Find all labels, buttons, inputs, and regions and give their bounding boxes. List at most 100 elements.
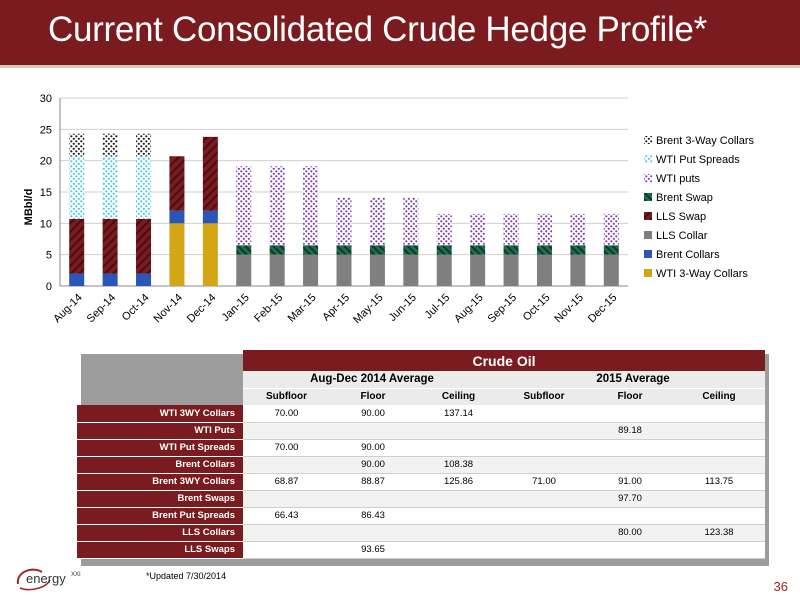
table-cell: 70.00: [243, 439, 330, 457]
x-tick-label: Jan-15: [220, 292, 252, 324]
x-tick-label: Sep-15: [486, 292, 520, 326]
crude-oil-table: Crude Oil Aug-Dec 2014 Average 2015 Aver…: [77, 350, 766, 559]
bar-segment: [236, 166, 252, 246]
x-tick-label: Dec-15: [586, 292, 620, 326]
legend-label: LLS Swap: [656, 211, 706, 223]
table-cell: 68.87: [243, 473, 330, 491]
bar-segment: [570, 245, 586, 255]
x-tick-label: Feb-15: [252, 292, 285, 325]
bar-segment: [436, 213, 452, 246]
x-tick-label: Nov-14: [151, 292, 185, 326]
table-cell: 91.00: [587, 473, 673, 491]
table-cell: 90.00: [330, 439, 416, 457]
table-cell: [243, 524, 330, 542]
legend-swatch: [644, 250, 652, 258]
y-tick-label: 15: [40, 187, 52, 199]
legend-label: Brent Swap: [656, 192, 713, 204]
column-header: Floor: [330, 388, 416, 405]
table-row: LLS Swaps 93.65: [77, 541, 766, 559]
column-header: Subfloor: [243, 388, 330, 405]
table-cell: [587, 456, 673, 474]
row-label: WTI Puts: [77, 422, 243, 440]
bar-segment: [202, 223, 218, 286]
x-tick-label: Nov-15: [552, 292, 586, 326]
row-label: LLS Swaps: [77, 541, 243, 559]
footnote: *Updated 7/30/2014: [146, 571, 227, 581]
bar-segment: [403, 245, 419, 255]
table-cell: 90.00: [330, 456, 416, 474]
legend-label: WTI 3-Way Collars: [656, 268, 748, 280]
table-row: WTI 3WY Collars 70.00 90.00 137.14: [77, 405, 766, 423]
bar-segment: [336, 245, 352, 255]
table-cell: 113.75: [673, 473, 766, 491]
table-cell: [416, 524, 501, 542]
bar-segment: [436, 254, 452, 286]
table-cell: [416, 507, 501, 525]
bar-segment: [69, 133, 85, 157]
bar-segment: [269, 166, 285, 246]
y-axis-ticks: 0 5 10 15 20 25 30: [40, 93, 52, 293]
bar-segment: [102, 133, 118, 157]
bar-segment: [570, 213, 586, 246]
bar-segment: [69, 273, 85, 286]
table-cell: [416, 439, 501, 457]
bar-segment: [503, 245, 519, 255]
table-row: Brent Put Spreads 66.43 86.43: [77, 507, 766, 525]
y-tick-label: 5: [46, 250, 52, 262]
table-cell: 66.43: [243, 507, 330, 525]
table-cell: [330, 490, 416, 508]
slide-title: Current Consolidated Crude Hedge Profile…: [48, 10, 707, 49]
table-title: Crude Oil: [243, 350, 766, 371]
table-cell: [587, 405, 673, 423]
table-cell: 93.65: [330, 541, 416, 559]
row-label: LLS Collars: [77, 524, 243, 542]
table-cell: [587, 439, 673, 457]
column-header: Ceiling: [416, 388, 501, 405]
legend-swatch: [644, 212, 652, 220]
bar-segment: [603, 213, 619, 246]
x-tick-label: Dec-14: [185, 292, 219, 326]
bar-segment: [369, 254, 385, 286]
legend-label: Brent 3-Way Collars: [656, 135, 755, 147]
table-cell: 88.87: [330, 473, 416, 491]
logo-suffix: XXI: [71, 572, 81, 578]
table-cell: 123.38: [673, 524, 766, 542]
table-cell: 125.86: [416, 473, 501, 491]
table-cell: [501, 456, 587, 474]
legend-label: LLS Collar: [656, 230, 708, 242]
legend-swatch: [644, 231, 652, 239]
legend-swatch: [644, 193, 652, 201]
logo-text: energy: [26, 571, 66, 586]
table-cell: 86.43: [330, 507, 416, 525]
row-label: Brent Swaps: [77, 490, 243, 508]
table-cell: [501, 524, 587, 542]
bar-segment: [169, 223, 185, 286]
table-cell: [501, 405, 587, 423]
table-row: LLS Collars 80.00 123.38: [77, 524, 766, 542]
x-tick-label: Mar-15: [286, 292, 319, 325]
bar-segment: [470, 245, 486, 255]
bar-segment: [136, 218, 152, 274]
x-tick-label: Sep-14: [85, 292, 119, 326]
bar-segment: [403, 197, 419, 246]
x-tick-label: May-15: [351, 292, 385, 326]
row-label: Brent Collars: [77, 456, 243, 474]
bar-segment: [369, 197, 385, 246]
group-header-2015: 2015 Average: [501, 371, 766, 389]
table-cell: [330, 524, 416, 542]
table-cell: [501, 439, 587, 457]
bar-segment: [102, 273, 118, 286]
table-cell: 108.38: [416, 456, 501, 474]
slide-header: Current Consolidated Crude Hedge Profile…: [0, 0, 800, 68]
legend-label: WTI puts: [656, 173, 701, 185]
legend-label: WTI Put Spreads: [656, 154, 740, 166]
legend-swatch: [644, 155, 652, 163]
bar-segment: [336, 254, 352, 286]
page-number: 36: [773, 579, 788, 594]
table-row: Brent Collars 90.00 108.38: [77, 456, 766, 474]
bar-segment: [403, 254, 419, 286]
x-tick-label: Jul-15: [423, 292, 453, 322]
row-label: Brent Put Spreads: [77, 507, 243, 525]
table-cell: [587, 507, 673, 525]
bar-segment: [336, 197, 352, 246]
